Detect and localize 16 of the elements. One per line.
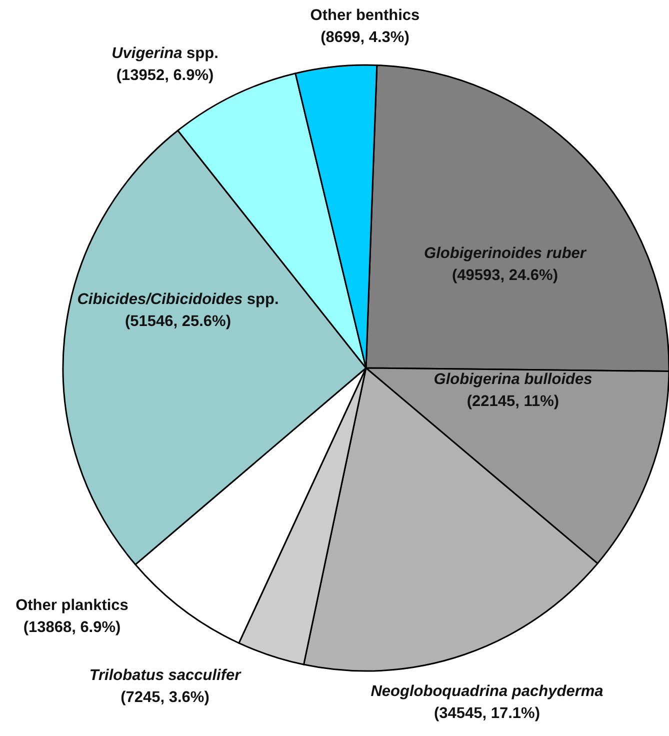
data-label: (49593, 24.6%) [452,267,558,284]
data-label: (8699, 4.3%) [320,29,410,46]
data-label: (34545, 17.1%) [434,705,540,722]
data-label: (51546, 25.6%) [125,313,231,330]
data-label: (22145, 11%) [466,393,560,410]
slice-label: Globigerinoides ruber [424,245,587,262]
data-label: (13952, 6.9%) [116,67,214,84]
slice-label: Globigerina bulloides [434,371,593,388]
slice-label: Neogloboquadrina pachyderma [370,683,604,700]
data-label: (7245, 3.6%) [120,689,210,706]
slice-label: Other benthics [310,7,420,24]
slice-label: Uvigerina spp. [112,45,218,62]
slice-label: Other planktics [16,597,128,614]
slice-label: Trilobatus sacculifer [89,667,242,684]
slice-label: Cibicides/Cibicidoides spp. [77,291,279,308]
data-label: (13868, 6.9%) [23,619,121,636]
